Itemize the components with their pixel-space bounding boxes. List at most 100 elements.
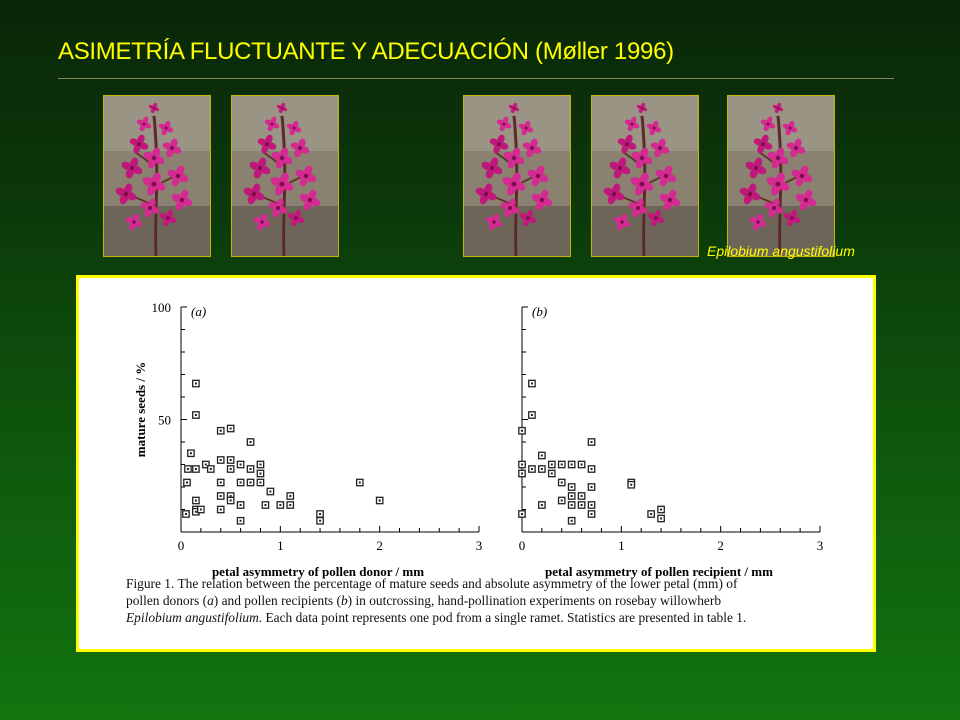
data-point [216,478,225,487]
data-point [375,496,384,505]
x-tick-label: 2 [376,538,383,553]
data-point [518,510,526,518]
data-point [528,379,536,388]
flower [158,120,174,136]
flower [753,134,773,154]
flower [257,134,277,154]
data-point [587,501,596,509]
data-point [192,411,200,419]
data-point [197,505,205,514]
fireweed-photo-3 [463,95,571,257]
flower [786,138,806,158]
flower [647,209,665,227]
data-point [647,510,655,518]
flower [162,138,182,158]
flower [527,165,549,187]
flower [485,213,503,231]
flower [299,189,321,211]
panel-label: (a) [191,304,206,319]
data-point [246,478,255,487]
data-point [538,465,546,473]
data-point [256,478,265,487]
flower [271,147,293,169]
flower [125,213,143,231]
flower [496,116,512,132]
data-point [355,478,364,487]
data-point [216,426,225,435]
flower [631,147,653,169]
flower [650,138,670,158]
flower [286,120,302,136]
flower [142,172,166,196]
data-point [557,478,566,487]
flower [159,209,177,227]
stem [152,115,159,256]
data-point [226,424,235,433]
data-point [627,480,636,489]
fireweed-photo-4 [591,95,699,257]
figure-panel: 0 1 2 3 50 100 (a) petal asymmetry of pollen do… [76,275,876,652]
flower [481,157,503,179]
x-axis-label: petal asymmetry of pollen donor / mm [212,564,424,579]
flower [760,116,776,132]
x-tick-label: 1 [277,538,284,553]
caption-line-3: Epilobium angustifolium. Each data point… [126,610,747,625]
flower [613,213,631,231]
panel-label: (b) [532,304,547,319]
flower [655,165,677,187]
flower [475,183,497,205]
flower [624,116,640,132]
x-tick-label: 2 [717,538,724,553]
flower [136,116,152,132]
flower [764,198,784,218]
data-point [577,460,586,469]
data-point [286,492,295,500]
y-tick-label: 50 [158,413,171,428]
fireweed-photo-5 [727,95,835,257]
flower [767,147,789,169]
data-point [528,465,536,473]
data-point [236,501,245,509]
x-tick-label: 0 [519,538,526,553]
x-tick-label: 0 [178,538,185,553]
flower [140,198,160,218]
flower [143,147,165,169]
data-point [226,465,235,473]
data-point [187,449,195,458]
data-point [547,460,556,469]
flower [500,198,520,218]
data-point [557,496,566,505]
data-point [538,451,546,460]
fireweed-photo-1 [103,95,211,257]
flower [489,134,509,154]
data-point [216,505,225,514]
data-point [657,505,665,514]
scatter-panel-b: 0 1 2 3 (b) petal asymmetry of pollen recipie… [518,304,824,579]
flower [766,172,790,196]
data-point [226,456,235,464]
data-point [183,478,191,487]
title-divider [58,78,894,79]
data-point [256,469,265,478]
data-point [201,460,210,469]
data-point [587,438,596,446]
data-point [216,456,225,464]
data-point [316,510,324,518]
data-point [518,426,526,435]
x-tick-label: 3 [476,538,483,553]
flower [148,102,160,114]
flower [739,183,761,205]
data-point [192,379,200,388]
slide-title: ASIMETRÍA FLUCTUANTE Y ADECUACIÓN (Mølle… [58,38,674,65]
flower [772,102,784,114]
scatter-panel-a: 0 1 2 3 50 100 (a) petal asymmetry of pollen do… [133,300,482,579]
data-point [236,478,245,487]
flower [129,134,149,154]
x-tick-label: 3 [817,538,824,553]
caption-line-1: Figure 1. The relation between the perce… [126,576,738,591]
data-point [266,487,275,496]
data-point [192,465,200,473]
data-point [316,516,324,525]
flower [630,172,654,196]
flower [518,120,534,136]
